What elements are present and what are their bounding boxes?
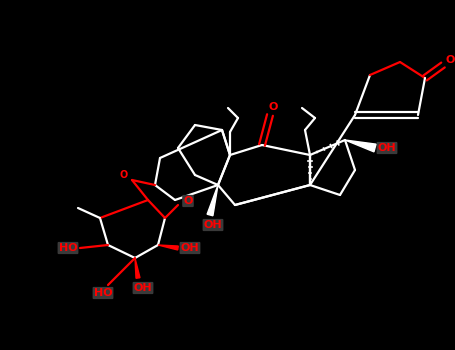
Text: OH: OH [204,220,222,230]
Polygon shape [345,140,376,152]
Text: OH: OH [378,143,396,153]
Text: HO: HO [94,288,112,298]
Text: OH: OH [181,243,199,253]
Polygon shape [207,185,218,216]
Text: HO: HO [59,243,77,253]
Polygon shape [135,258,140,278]
Text: O: O [120,170,128,180]
Text: O: O [183,196,192,206]
Text: O: O [268,102,278,112]
Text: O: O [445,55,455,65]
Text: OH: OH [134,283,152,293]
Polygon shape [158,245,178,250]
